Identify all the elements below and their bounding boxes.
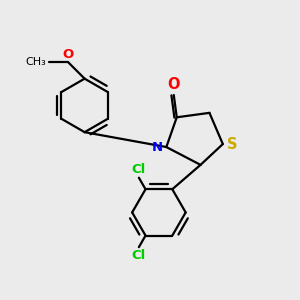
Text: CH₃: CH₃ [26,57,46,67]
Text: S: S [227,136,238,152]
Text: O: O [167,77,180,92]
Text: Cl: Cl [132,249,146,262]
Text: O: O [63,48,74,61]
Text: N: N [152,140,163,154]
Text: Cl: Cl [132,163,146,176]
